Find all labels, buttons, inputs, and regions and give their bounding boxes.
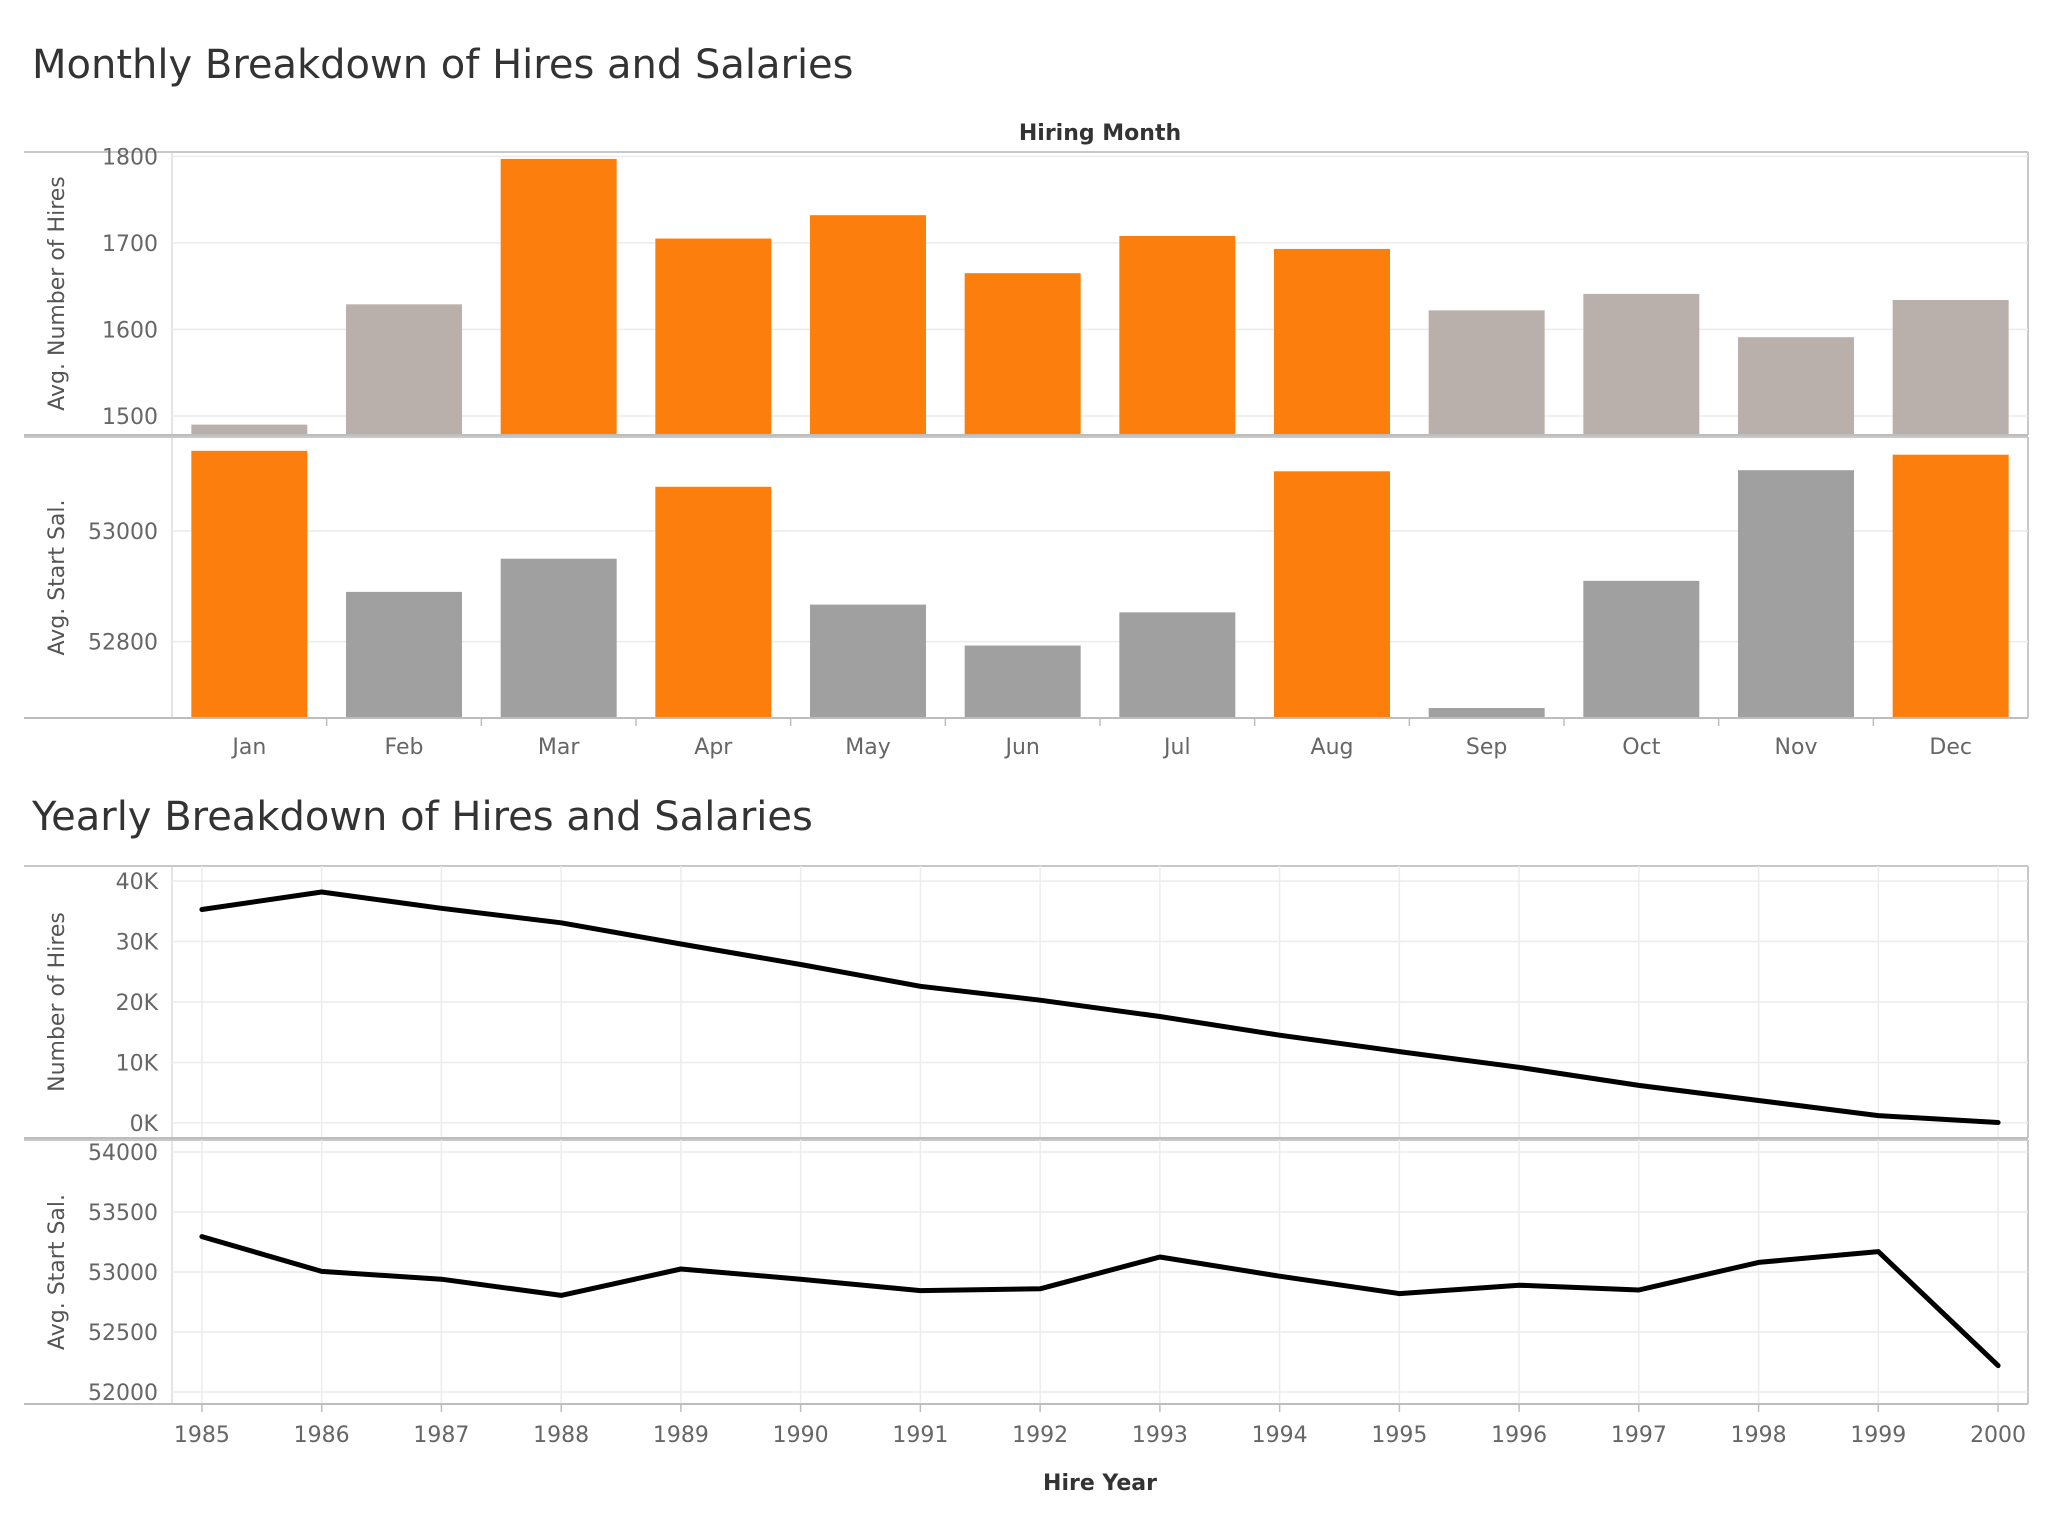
y-tick-label: 1600 bbox=[102, 318, 158, 343]
x-tick-label: 1992 bbox=[1012, 1423, 1068, 1448]
y-tick-label: 53000 bbox=[88, 1261, 158, 1286]
yearly-panel-2: 52000 52500 53000 53500 54000 Avg. Start Sal. bbox=[24, 1139, 2029, 1406]
series-line bbox=[199, 1234, 2001, 1369]
bar-jan bbox=[191, 424, 308, 435]
y-tick-label: 1800 bbox=[102, 145, 158, 170]
bar-dec bbox=[1892, 299, 2009, 435]
y-tick-label: 53000 bbox=[88, 520, 158, 545]
y-tick-label: 54000 bbox=[88, 1141, 158, 1166]
y-tick-label: 53500 bbox=[88, 1201, 158, 1226]
x-tick-label: Sep bbox=[1466, 735, 1507, 760]
bar-oct bbox=[1583, 293, 1700, 435]
x-tick-label: Jun bbox=[1003, 735, 1039, 760]
y-axis-label: Avg. Number of Hires bbox=[45, 176, 70, 411]
bar-aug bbox=[1274, 248, 1390, 435]
x-tick-label: 1994 bbox=[1252, 1423, 1308, 1448]
x-tick-label: Feb bbox=[385, 735, 424, 760]
x-tick-label: Aug bbox=[1311, 735, 1354, 760]
y-tick-label: 10K bbox=[116, 1051, 159, 1076]
yearly-chart-title: Yearly Breakdown of Hires and Salaries bbox=[32, 794, 813, 840]
y-axis-label: Number of Hires bbox=[45, 912, 70, 1092]
y-axis-label: Avg. Start Sal. bbox=[45, 1194, 70, 1350]
monthly-chart: Hiring Month 1500 1600 1700 1800 Avg. Number … bbox=[24, 121, 2029, 760]
bar-jul bbox=[1119, 235, 1236, 435]
bar-mar bbox=[500, 158, 617, 435]
bar-nov bbox=[1738, 470, 1854, 718]
bar-jun bbox=[964, 645, 1081, 718]
x-tick-label: May bbox=[845, 735, 890, 760]
bar-jan bbox=[191, 450, 308, 718]
x-tick-label: 1990 bbox=[773, 1423, 829, 1448]
x-tick-label: Apr bbox=[694, 735, 733, 760]
y-tick-label: 1500 bbox=[102, 405, 158, 430]
bar-aug bbox=[1274, 471, 1390, 718]
y-axis-label: Avg. Start Sal. bbox=[45, 499, 70, 655]
bar-feb bbox=[346, 304, 462, 435]
y-tick-label: 1700 bbox=[102, 232, 158, 257]
bar-apr bbox=[655, 486, 772, 718]
x-tick-label: Mar bbox=[538, 735, 580, 760]
x-tick-label: 2000 bbox=[1970, 1423, 2026, 1448]
monthly-chart-title: Monthly Breakdown of Hires and Salaries bbox=[32, 42, 854, 88]
x-tick-label: 1993 bbox=[1132, 1423, 1188, 1448]
bar-nov bbox=[1738, 337, 1854, 435]
series-line bbox=[199, 889, 2001, 1125]
bar-sep bbox=[1428, 310, 1545, 435]
monthly-panel-2: 52800 53000 Avg. Start Sal. bbox=[24, 436, 2029, 719]
x-tick-label: 1985 bbox=[174, 1423, 230, 1448]
bar-jun bbox=[964, 273, 1081, 435]
x-tick-label: Oct bbox=[1622, 735, 1660, 760]
y-tick-label: 0K bbox=[130, 1112, 159, 1137]
bar-dec bbox=[1892, 454, 2009, 718]
y-tick-label: 52800 bbox=[88, 631, 158, 656]
bar-oct bbox=[1583, 580, 1700, 718]
x-tick-label: 1986 bbox=[294, 1423, 350, 1448]
y-tick-label: 40K bbox=[116, 870, 159, 895]
month-header: Hiring Month bbox=[1019, 121, 1181, 146]
x-tick-label: Jul bbox=[1162, 735, 1191, 760]
x-tick-label: 1996 bbox=[1491, 1423, 1547, 1448]
bar-jul bbox=[1119, 612, 1236, 718]
x-tick-label: Dec bbox=[1929, 735, 1972, 760]
bar-feb bbox=[346, 591, 462, 718]
bar-may bbox=[810, 215, 926, 435]
monthly-panel-1: 1500 1600 1700 1800 Avg. Number of Hires bbox=[24, 145, 2029, 436]
y-tick-label: 20K bbox=[116, 991, 159, 1016]
y-tick-label: 30K bbox=[116, 931, 159, 956]
bar-apr bbox=[655, 238, 772, 435]
x-tick-label: Jan bbox=[230, 735, 266, 760]
x-tick-label: 1997 bbox=[1611, 1423, 1667, 1448]
y-tick-label: 52000 bbox=[88, 1381, 158, 1406]
x-tick-label: 1998 bbox=[1731, 1423, 1787, 1448]
bar-sep bbox=[1428, 708, 1545, 718]
x-tick-label: 1999 bbox=[1850, 1423, 1906, 1448]
x-tick-label: Nov bbox=[1775, 735, 1818, 760]
bar-mar bbox=[500, 558, 617, 718]
x-tick-label: 1988 bbox=[533, 1423, 589, 1448]
x-tick-label: 1989 bbox=[653, 1423, 709, 1448]
y-tick-label: 52500 bbox=[88, 1321, 158, 1346]
x-axis-label: Hire Year bbox=[1043, 1471, 1157, 1496]
bar-may bbox=[810, 604, 926, 718]
yearly-panel-1: 0K 10K 20K 30K 40K Number of Hires bbox=[24, 865, 2029, 1139]
x-tick-label: 1995 bbox=[1371, 1423, 1427, 1448]
x-tick-label: 1991 bbox=[892, 1423, 948, 1448]
x-tick-label: 1987 bbox=[413, 1423, 469, 1448]
